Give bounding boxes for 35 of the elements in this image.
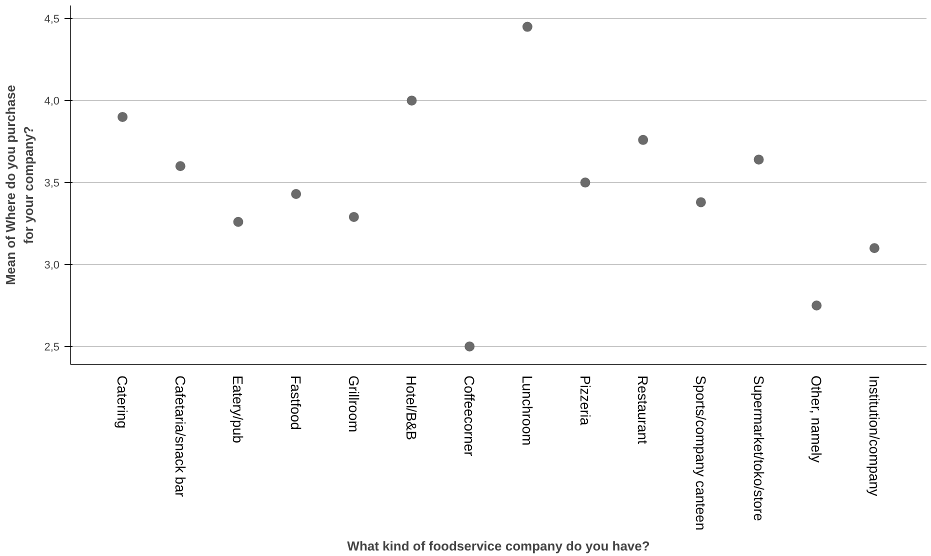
point: [233, 216, 244, 227]
x-tick-label: Coffeecorner: [462, 376, 478, 457]
x-tick-label: Institution/company: [866, 376, 882, 496]
x-tick-label: Fastfood: [288, 376, 304, 430]
x-tick-label: Catering: [114, 376, 131, 428]
x-tick-label: Other, namely: [808, 376, 825, 463]
point: [118, 112, 128, 122]
point: [291, 189, 302, 200]
x-tick-label: Lunchroom: [519, 376, 536, 446]
y-axis-title: Mean of Where do you purchase for your company?: [3, 84, 36, 286]
x-tick-label: Hotel/B&B: [404, 376, 420, 440]
y-tick-label: 3,5: [44, 178, 60, 190]
y-tick-label: 2,5: [44, 341, 60, 354]
point: [522, 22, 532, 32]
x-tick-label: Pizzeria: [577, 376, 594, 426]
point: [464, 341, 475, 352]
x-tick-label: Sports/company canteen: [692, 376, 709, 530]
y-tick-label: 4,0: [44, 96, 60, 108]
y-tick-label: 3,0: [44, 260, 60, 272]
x-tick-label: Eatery/pub: [230, 376, 246, 444]
point: [348, 212, 359, 222]
x-tick-label: Supermarket/toko/store: [750, 376, 767, 522]
point: [869, 243, 880, 254]
point: [406, 96, 417, 106]
x-tick-label: Grillroom: [346, 376, 362, 432]
x-tick-label: Cafetaria/snack bar: [172, 376, 188, 498]
point: [696, 197, 706, 208]
x-tick-label: Restaurant: [635, 376, 652, 444]
point: [638, 134, 648, 145]
point: [754, 154, 764, 165]
y-tick-label: 4,5: [44, 14, 60, 26]
point: [812, 300, 822, 310]
point: [175, 161, 186, 172]
x-axis-title: What kind of foodservice company do you have?: [347, 538, 650, 554]
point: [580, 178, 590, 188]
